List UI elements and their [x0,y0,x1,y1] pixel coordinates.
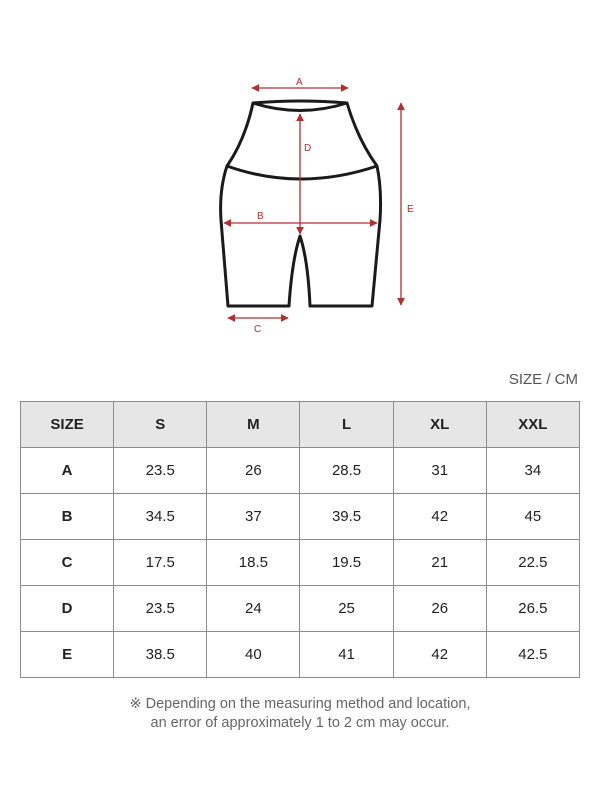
row-label-cell: D [19,585,115,632]
value-cell: 21 [392,539,487,586]
label-d: D [304,143,311,154]
table-row: D 23.5 24 25 26 26.5 [19,585,581,632]
value-cell: 34 [485,447,581,494]
label-b: B [257,211,264,222]
header-cell: S [113,401,208,448]
value-cell: 28.5 [299,447,394,494]
value-cell: 24 [206,585,301,632]
value-cell: 41 [299,631,394,678]
value-cell: 26.5 [485,585,581,632]
value-cell: 40 [206,631,301,678]
value-cell: 19.5 [299,539,394,586]
value-cell: 17.5 [113,539,208,586]
value-cell: 37 [206,493,301,540]
table-row: E 38.5 40 41 42 42.5 [19,631,581,678]
value-cell: 34.5 [113,493,208,540]
value-cell: 26 [392,585,487,632]
header-cell: SIZE [19,401,115,448]
value-cell: 42.5 [485,631,581,678]
value-cell: 42 [392,493,487,540]
row-label-cell: A [19,447,115,494]
row-label-cell: B [19,493,115,540]
note-line-1: ※ Depending on the measuring method and … [129,696,471,712]
value-cell: 18.5 [206,539,301,586]
value-cell: 31 [392,447,487,494]
header-cell: L [299,401,394,448]
label-a: A [296,77,303,88]
value-cell: 23.5 [113,585,208,632]
label-e: E [407,204,414,215]
table-row: B 34.5 37 39.5 42 45 [19,493,581,540]
header-cell: M [206,401,301,448]
note-line-2: an error of approximately 1 to 2 cm may … [150,715,450,731]
value-cell: 25 [299,585,394,632]
table-header-row: SIZE S M L XL XXL [19,401,581,448]
header-cell: XL [392,401,487,448]
value-cell: 22.5 [485,539,581,586]
unit-label: SIZE / CM [508,371,578,388]
table-row: A 23.5 26 28.5 31 34 [19,447,581,494]
size-table: SIZE S M L XL XXL A 23.5 26 28.5 31 34 B 34.5 37… [19,401,581,678]
row-label-cell: E [19,631,115,678]
value-cell: 39.5 [299,493,394,540]
table-row: C 17.5 18.5 19.5 21 22.5 [19,539,581,586]
shorts-measurement-diagram: A D B E C [219,77,414,335]
value-cell: 26 [206,447,301,494]
measurement-note: ※ Depending on the measuring method and … [0,695,600,733]
value-cell: 42 [392,631,487,678]
value-cell: 45 [485,493,581,540]
value-cell: 38.5 [113,631,208,678]
row-label-cell: C [19,539,115,586]
label-c: C [254,324,261,335]
value-cell: 23.5 [113,447,208,494]
header-cell: XXL [485,401,581,448]
